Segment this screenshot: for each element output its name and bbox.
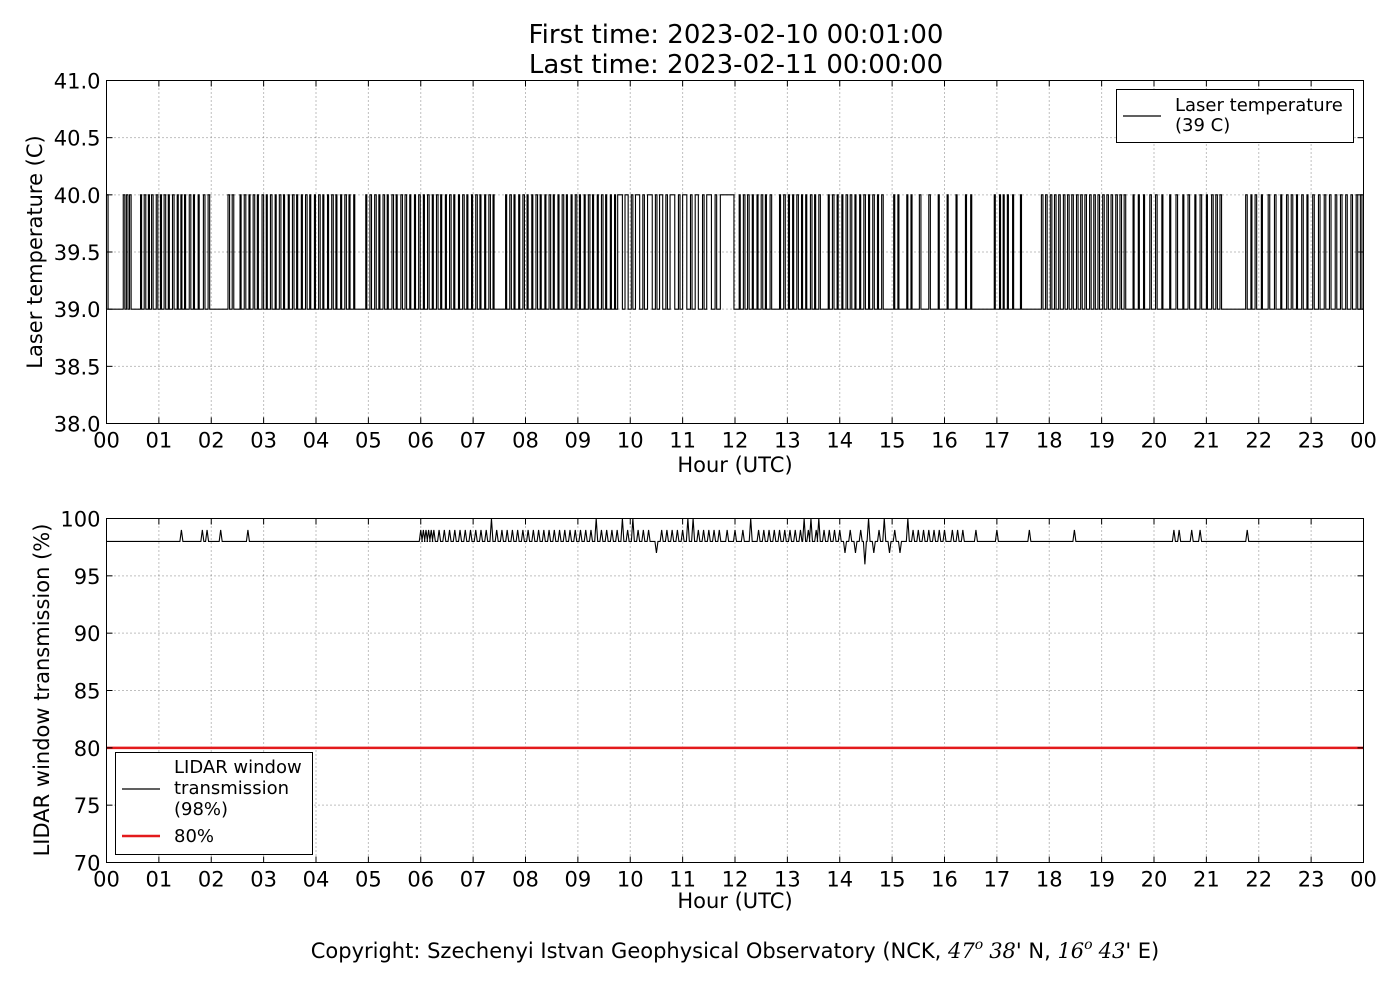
title-line-1: First time: 2023-02-10 00:01:00 <box>529 20 944 50</box>
copyright-lat-degrees: 47 <box>947 939 975 963</box>
temperature-x-tick-label: 19 <box>1088 429 1115 453</box>
copyright-lat-suffix: ' N, <box>1016 939 1058 963</box>
temperature-x-tick-label: 20 <box>1141 429 1168 453</box>
temperature-x-tick-label: 16 <box>931 429 958 453</box>
lidar-y-tick-label: 85 <box>74 680 101 704</box>
lidar-x-tick-label: 22 <box>1245 868 1272 892</box>
lidar-x-tick-label: 23 <box>1298 868 1325 892</box>
lidar-y-tick-label: 70 <box>74 852 101 876</box>
temperature-x-tick-label: 08 <box>512 429 539 453</box>
temperature-x-tick-label: 23 <box>1298 429 1325 453</box>
temperature-y-tick-label: 38.0 <box>54 413 101 437</box>
lidar-x-tick-label: 21 <box>1193 868 1220 892</box>
lidar-ticks: 00 01 02 03 04 05 06 07 08 09 10 11 12 13 14 15 16 17 18 19… <box>60 508 1376 892</box>
temperature-x-tick-label: 05 <box>355 429 382 453</box>
temperature-x-tick-label: 00 <box>93 429 120 453</box>
temperature-x-tick-label: 14 <box>826 429 853 453</box>
temperature-x-tick-label: 06 <box>407 429 434 453</box>
temperature-x-tick-label: 04 <box>303 429 330 453</box>
temperature-y-tick-label: 41.0 <box>54 70 101 94</box>
temperature-y-axis-label: Laser temperature (C) <box>23 135 47 368</box>
lidar-x-tick-label: 15 <box>879 868 906 892</box>
lidar-x-tick-label: 13 <box>774 868 801 892</box>
temperature-legend-label-line1: Laser temperature <box>1175 95 1343 116</box>
temperature-series-line <box>105 194 1364 310</box>
lidar-legend-label-line1: LIDAR window <box>174 757 302 778</box>
lidar-x-tick-label: 19 <box>1088 868 1115 892</box>
temperature-x-tick-label: 10 <box>617 429 644 453</box>
lidar-y-tick-label: 95 <box>74 565 101 589</box>
temperature-x-tick-label: 13 <box>774 429 801 453</box>
temperature-x-tick-label: 02 <box>198 429 225 453</box>
lidar-y-tick-label: 90 <box>74 622 101 646</box>
temperature-x-tick-label: 17 <box>984 429 1011 453</box>
lidar-x-tick-label: 05 <box>355 868 382 892</box>
temperature-y-tick-label: 39.5 <box>54 241 101 265</box>
temperature-x-tick-label: 11 <box>669 429 696 453</box>
temperature-y-tick-label: 40.0 <box>54 184 101 208</box>
lidar-x-tick-label: 04 <box>303 868 330 892</box>
temperature-x-tick-label: 22 <box>1245 429 1272 453</box>
copyright-notice: Copyright: Szechenyi Istvan Geophysical … <box>311 937 1160 963</box>
temperature-x-tick-label: 18 <box>1036 429 1063 453</box>
lidar-legend-threshold-label: 80% <box>174 826 214 847</box>
lidar-legend-box <box>115 752 313 855</box>
temperature-x-tick-label: 00 <box>1350 429 1377 453</box>
lidar-legend-label-line2: transmission <box>174 778 289 799</box>
lidar-y-tick-label: 75 <box>74 794 101 818</box>
lidar-x-tick-label: 07 <box>460 868 487 892</box>
lidar-x-tick-label: 17 <box>984 868 1011 892</box>
lidar-x-tick-label: 01 <box>146 868 173 892</box>
copyright-lon-minutes: 43 <box>1098 939 1126 963</box>
temperature-x-tick-label: 12 <box>722 429 749 453</box>
temperature-x-tick-label: 09 <box>565 429 592 453</box>
temperature-legend-label-line2: (39 C) <box>1175 115 1230 136</box>
lidar-x-tick-label: 12 <box>722 868 749 892</box>
lidar-y-tick-label: 80 <box>74 737 101 761</box>
temperature-ticks: 00 01 02 03 04 05 06 07 08 09 10 11 12 13 14 15 16 17 18 19… <box>54 70 1377 453</box>
lidar-legend: LIDAR window transmission (98%) 80% <box>115 752 313 855</box>
lidar-transmission-panel: 00 01 02 03 04 05 06 07 08 09 10 11 12 13 14 15 16 17 18 19… <box>30 508 1377 914</box>
title-line-2: Last time: 2023-02-11 00:00:00 <box>529 50 943 80</box>
copyright-lon-degrees: 16 <box>1057 939 1084 963</box>
temperature-x-tick-label: 21 <box>1193 429 1220 453</box>
temperature-legend: Laser temperature (39 C) <box>1116 89 1354 143</box>
lidar-x-tick-label: 10 <box>617 868 644 892</box>
copyright-prefix: Copyright: Szechenyi Istvan Geophysical … <box>311 939 948 963</box>
lidar-x-tick-label: 03 <box>250 868 277 892</box>
lidar-x-tick-label: 02 <box>198 868 225 892</box>
lidar-x-tick-label: 14 <box>826 868 853 892</box>
temperature-y-tick-label: 40.5 <box>54 127 101 151</box>
lidar-x-tick-label: 00 <box>1350 868 1377 892</box>
lidar-x-tick-label: 11 <box>669 868 696 892</box>
lidar-x-tick-label: 08 <box>512 868 539 892</box>
temperature-x-tick-label: 07 <box>460 429 487 453</box>
temperature-x-tick-label: 03 <box>250 429 277 453</box>
copyright-lat-degree-mark: o <box>975 937 983 953</box>
lidar-transmission-line <box>106 518 1364 565</box>
copyright-lat-minutes: 38 <box>989 939 1016 963</box>
temperature-x-axis-label: Hour (UTC) <box>677 453 792 477</box>
lidar-x-tick-label: 16 <box>931 868 958 892</box>
lidar-x-tick-label: 09 <box>565 868 592 892</box>
temperature-y-tick-label: 39.0 <box>54 298 101 322</box>
lidar-x-axis-label: Hour (UTC) <box>677 889 792 913</box>
lidar-y-axis-label: LIDAR window transmission (%) <box>30 524 54 857</box>
lidar-x-tick-label: 00 <box>93 868 120 892</box>
lidar-y-tick-label: 100 <box>60 508 100 532</box>
lidar-legend-label-line3: (98%) <box>174 799 228 820</box>
temperature-x-tick-label: 01 <box>146 429 173 453</box>
temperature-x-tick-label: 15 <box>879 429 906 453</box>
lidar-x-tick-label: 06 <box>407 868 434 892</box>
figure-title: First time: 2023-02-10 00:01:00 Last tim… <box>529 20 944 80</box>
copyright-lon-suffix: ' E) <box>1125 939 1159 963</box>
temperature-series <box>105 194 1364 310</box>
copyright-lon-degree-mark: o <box>1084 937 1092 953</box>
temperature-y-tick-label: 38.5 <box>54 355 101 379</box>
laser-temperature-panel: 00 01 02 03 04 05 06 07 08 09 10 11 12 13 14 15 16 17 18 19… <box>23 70 1377 478</box>
lidar-x-tick-label: 18 <box>1036 868 1063 892</box>
lidar-x-tick-label: 20 <box>1141 868 1168 892</box>
